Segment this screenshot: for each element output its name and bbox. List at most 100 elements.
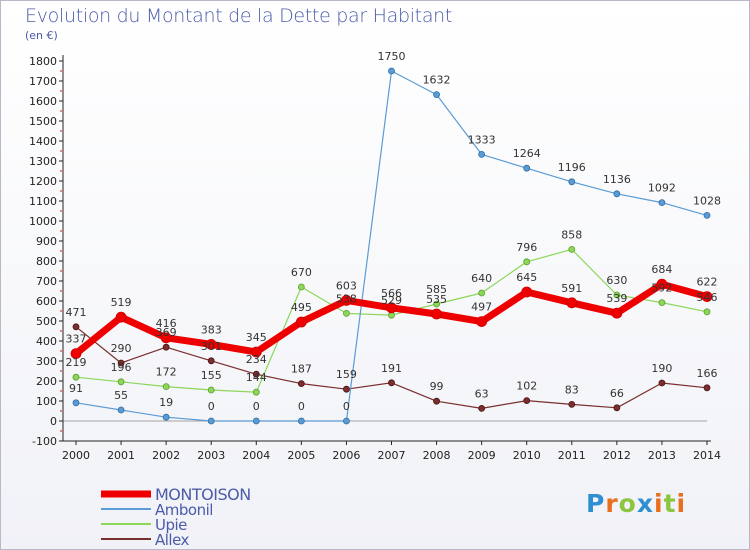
x-tick-label: 2005 — [287, 449, 315, 462]
data-point-upie — [478, 289, 486, 297]
y-minor-tick — [60, 70, 62, 72]
y-minor-tick — [60, 330, 62, 332]
y-tick-label: 800 — [36, 255, 57, 268]
data-point-allex — [703, 384, 711, 392]
data-point-ambonil — [523, 164, 531, 172]
data-point-allex — [252, 370, 260, 378]
y-tick-label: 1000 — [29, 215, 57, 228]
data-point-allex — [433, 397, 440, 405]
data-point-allex — [207, 357, 215, 365]
y-minor-tick — [60, 310, 62, 312]
x-tick-label: 2002 — [152, 449, 180, 462]
y-tick-label: 400 — [36, 335, 57, 348]
x-tick-label: 2000 — [62, 449, 90, 462]
y-tick-label: 1600 — [29, 95, 57, 108]
data-point-upie — [658, 299, 666, 307]
data-point-allex — [388, 379, 395, 387]
legend-label-ambonil: Ambonil — [155, 501, 213, 519]
data-label-allex: 234 — [246, 353, 267, 366]
data-label-ambonil: 0 — [343, 400, 350, 413]
data-label-allex: 369 — [156, 326, 177, 339]
data-point-upie — [343, 309, 350, 317]
data-point-montoison — [160, 332, 172, 344]
x-tick-label: 2001 — [107, 449, 135, 462]
x-tick-label: 2011 — [558, 449, 586, 462]
data-label-montoison: 535 — [426, 293, 447, 306]
y-minor-tick — [60, 370, 62, 372]
y-tick-label: 600 — [36, 295, 57, 308]
data-label-montoison: 519 — [111, 296, 132, 309]
y-minor-tick — [60, 110, 62, 112]
data-point-montoison — [656, 278, 668, 290]
data-label-allex: 166 — [697, 367, 718, 380]
y-minor-tick — [60, 350, 62, 352]
data-label-allex: 190 — [651, 362, 672, 375]
proxiti-logo: Proxiti — [586, 489, 687, 518]
data-label-upie: 858 — [561, 228, 582, 241]
data-label-ambonil: 91 — [69, 382, 83, 395]
data-label-allex: 99 — [430, 380, 444, 393]
data-point-upie — [523, 258, 531, 266]
data-label-montoison: 337 — [66, 333, 87, 346]
y-tick-label: 1300 — [29, 155, 57, 168]
data-label-ambonil: 1092 — [648, 182, 676, 195]
y-tick-label: -100 — [32, 435, 57, 448]
data-point-ambonil — [252, 417, 260, 425]
data-point-montoison — [476, 316, 488, 328]
data-point-allex — [568, 400, 576, 408]
data-point-montoison — [295, 316, 307, 328]
data-point-ambonil — [72, 399, 80, 407]
data-point-montoison — [115, 311, 127, 323]
data-point-montoison — [521, 286, 533, 298]
data-label-upie: 796 — [516, 241, 537, 254]
y-minor-tick — [60, 210, 62, 212]
data-point-upie — [162, 383, 170, 391]
data-point-allex — [613, 404, 621, 412]
x-tick-label: 2014 — [693, 449, 721, 462]
x-tick-label: 2009 — [468, 449, 496, 462]
y-tick-label: 1700 — [29, 75, 57, 88]
data-label-upie: 155 — [201, 369, 222, 382]
data-point-upie — [117, 378, 125, 386]
data-point-ambonil — [613, 190, 621, 198]
y-tick-label: 500 — [36, 315, 57, 328]
data-point-ambonil — [117, 406, 125, 414]
y-tick-label: 1100 — [29, 195, 57, 208]
data-label-ambonil: 1750 — [378, 50, 406, 63]
data-label-ambonil: 55 — [114, 389, 128, 402]
data-point-upie — [568, 245, 576, 253]
data-label-ambonil: 0 — [298, 400, 305, 413]
data-point-montoison — [250, 346, 262, 358]
data-label-montoison: 603 — [336, 279, 357, 292]
legend-label-upie: Upie — [155, 516, 187, 534]
data-label-ambonil: 1632 — [423, 74, 451, 87]
data-point-upie — [613, 291, 621, 299]
legend-label-montoison: MONTOISON — [155, 485, 251, 504]
y-minor-tick — [60, 430, 62, 432]
data-point-montoison — [341, 294, 352, 306]
data-label-upie: 640 — [471, 272, 492, 285]
data-point-ambonil — [568, 178, 576, 186]
data-label-upie: 592 — [651, 282, 672, 295]
data-point-ambonil — [433, 91, 440, 98]
data-label-upie: 630 — [606, 274, 627, 287]
data-label-upie: 219 — [66, 356, 87, 369]
data-point-montoison — [205, 338, 217, 350]
x-tick-label: 2010 — [513, 449, 541, 462]
y-tick-label: 1200 — [29, 175, 57, 188]
data-point-ambonil — [297, 417, 305, 425]
data-label-montoison: 416 — [156, 317, 177, 330]
data-label-montoison: 345 — [246, 331, 267, 344]
data-label-montoison: 539 — [606, 292, 627, 305]
data-label-allex: 471 — [66, 306, 87, 319]
data-point-upie — [703, 308, 711, 316]
data-label-ambonil: 1028 — [693, 194, 721, 207]
data-label-ambonil: 19 — [159, 396, 173, 409]
data-label-upie: 546 — [697, 291, 718, 304]
y-minor-tick — [60, 170, 62, 172]
data-point-allex — [523, 397, 531, 405]
data-point-montoison — [386, 302, 397, 314]
data-label-upie: 585 — [426, 283, 447, 296]
data-label-ambonil: 1136 — [603, 173, 631, 186]
